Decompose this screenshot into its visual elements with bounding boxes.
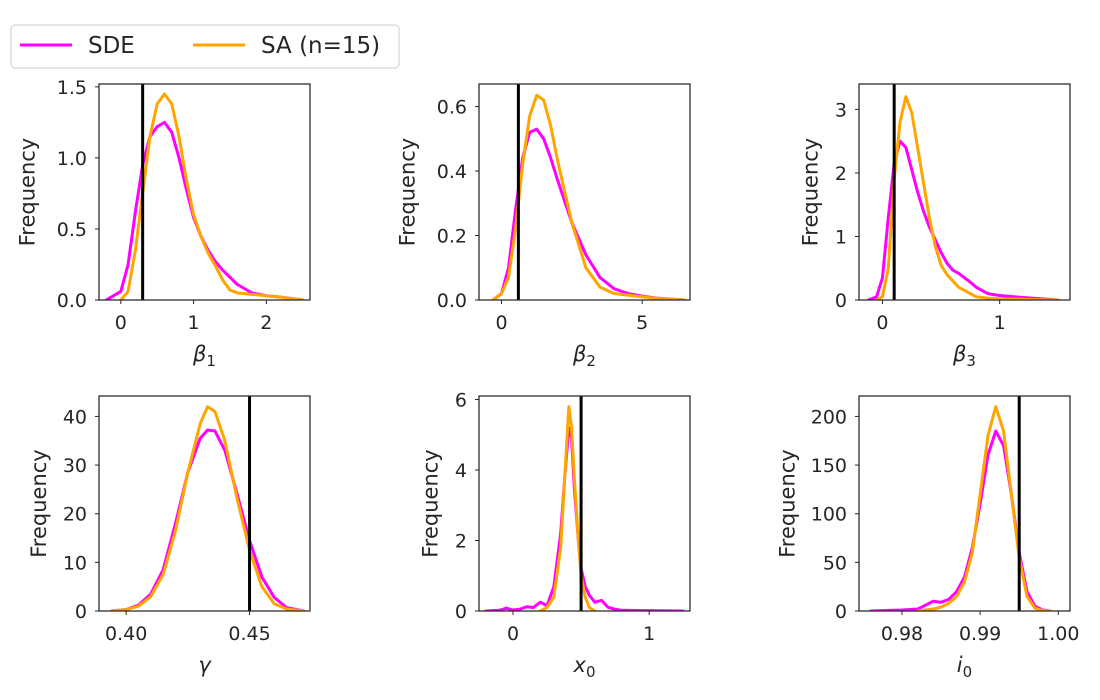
y-tick-label-x0: 6: [455, 390, 467, 412]
y-tick-label-beta1: 1.0: [57, 148, 87, 170]
y-tick-label-beta2: 0.4: [437, 161, 467, 183]
x-axis-symbol-beta1: β: [192, 342, 206, 366]
x-tick-label-beta1: 0: [115, 312, 127, 334]
x-tick-label-i0: 0.98: [881, 623, 923, 645]
subplot-gamma: 0.40 0.45 0 10 20 30 40 Frequency γ: [27, 395, 311, 677]
y-tick-label-gamma: 0: [75, 601, 87, 623]
y-tick-label-beta2: 0.2: [437, 226, 467, 248]
x-tick-label-beta2: 5: [636, 312, 648, 334]
x-tick-label-x0: 1: [643, 623, 655, 645]
series-line-sa-gamma: [109, 405, 306, 611]
x-axis-label-beta2: β2: [572, 342, 596, 370]
x-axis-label-i0: i0: [957, 653, 972, 681]
axes-frame-gamma: [98, 395, 311, 612]
axes-frame-beta2: [478, 83, 691, 301]
y-axis-label-beta3: Frequency: [799, 138, 823, 247]
y-tick-label-i0: 200: [811, 406, 847, 428]
y-axis-label-beta2: Frequency: [396, 138, 420, 247]
y-axis-label-beta1: Frequency: [16, 138, 40, 247]
axes-frame-i0: [858, 395, 1071, 612]
x-tick-label-gamma: 0.40: [105, 623, 147, 645]
y-tick-label-beta1: 1.5: [57, 77, 87, 99]
legend: SDE SA (n=15): [10, 24, 400, 69]
y-axis-label-gamma: Frequency: [27, 449, 51, 558]
x-axis-label-gamma: γ: [198, 653, 212, 677]
y-tick-label-beta3: 1: [835, 226, 847, 248]
y-tick-label-beta3: 0: [835, 290, 847, 312]
x-axis-symbol-beta3: β: [952, 342, 966, 366]
series-line-sa-i0: [916, 405, 1052, 611]
series-line-sa-beta2: [491, 93, 686, 300]
series-line-sde-gamma: [109, 428, 306, 611]
y-tick-label-gamma: 10: [63, 552, 87, 574]
x-tick-label-beta3: 0: [876, 312, 888, 334]
x-axis-symbol-beta2: β: [572, 342, 586, 366]
subplot-beta2: 0 5 0.0 0.2 0.4 0.6 Frequency β2: [396, 83, 691, 370]
series-line-sa-beta3: [875, 95, 1060, 300]
axes-frame-beta3: [858, 83, 1071, 301]
x-tick-label-beta1: 2: [260, 312, 272, 334]
x-tick-label-beta1: 1: [188, 312, 200, 334]
x-axis-subscript-beta2: 2: [586, 352, 596, 370]
x-tick-label-beta2: 0: [495, 312, 507, 334]
y-tick-label-beta2: 0.6: [437, 97, 467, 119]
x-axis-symbol-x0: x: [573, 653, 587, 677]
y-tick-label-i0: 100: [811, 504, 847, 526]
x-axis-subscript-beta3: 3: [966, 352, 976, 370]
legend-label-sa: SA (n=15): [261, 33, 380, 59]
y-tick-label-i0: 150: [811, 455, 847, 477]
axes-frame-x0: [478, 395, 691, 612]
y-tick-label-x0: 0: [455, 601, 467, 623]
y-tick-label-x0: 2: [455, 531, 467, 553]
y-tick-label-beta1: 0.0: [57, 290, 87, 312]
x-axis-subscript-x0: 0: [586, 663, 596, 681]
x-axis-symbol-i0: i: [957, 653, 963, 677]
y-axis-label-x0: Frequency: [419, 449, 443, 558]
x-tick-label-i0: 1.00: [1037, 623, 1079, 645]
legend-label-sde: SDE: [88, 33, 135, 59]
x-axis-label-x0: x0: [573, 653, 596, 681]
series-line-sa-x0: [538, 405, 597, 611]
y-tick-label-i0: 50: [823, 552, 847, 574]
x-axis-label-beta3: β3: [952, 342, 976, 370]
axes-frame-beta1: [98, 83, 311, 301]
series-line-sde-beta2: [491, 127, 686, 300]
y-tick-label-beta3: 2: [835, 163, 847, 185]
y-tick-label-beta2: 0.0: [437, 290, 467, 312]
y-tick-label-x0: 4: [455, 460, 467, 482]
x-tick-label-x0: 0: [507, 623, 519, 645]
x-tick-label-gamma: 0.45: [228, 623, 270, 645]
series-line-sde-x0: [484, 426, 685, 611]
x-tick-label-beta3: 1: [994, 312, 1006, 334]
x-tick-label-i0: 0.99: [959, 623, 1001, 645]
y-tick-label-beta3: 3: [835, 99, 847, 121]
y-tick-label-gamma: 30: [63, 455, 87, 477]
y-tick-label-gamma: 40: [63, 406, 87, 428]
y-axis-label-i0: Frequency: [776, 449, 800, 558]
x-axis-subscript-beta1: 1: [206, 352, 216, 370]
series-line-sde-beta1: [104, 120, 305, 300]
x-axis-symbol-gamma: γ: [198, 653, 212, 677]
x-axis-label-beta1: β1: [192, 342, 216, 370]
y-tick-label-gamma: 20: [63, 504, 87, 526]
y-tick-label-beta1: 0.5: [57, 219, 87, 241]
series-line-sa-beta1: [119, 92, 305, 300]
y-tick-label-i0: 0: [835, 601, 847, 623]
x-axis-subscript-i0: 0: [963, 663, 973, 681]
